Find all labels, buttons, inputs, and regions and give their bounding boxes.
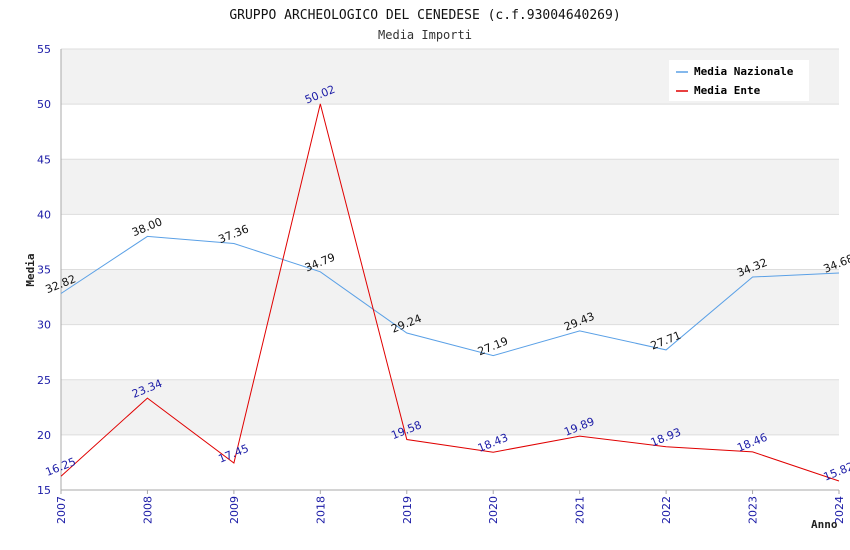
y-tick-label: 55 [37,43,51,56]
x-tick-label: 2008 [141,496,154,524]
x-tick-label: 2018 [314,496,327,524]
y-tick-label: 40 [37,208,51,221]
x-tick-label: 2019 [401,496,414,524]
x-tick-label: 2009 [228,496,241,524]
legend-label-media-nazionale: Media Nazionale [694,65,794,78]
legend: Media Nazionale Media Ente [669,60,809,101]
axes [60,49,840,494]
x-tick-label: 2023 [747,496,760,524]
y-tick-label: 25 [37,374,51,387]
y-tick-label: 15 [37,484,51,497]
y-tick-label: 35 [37,264,51,277]
data-label: 17.45 [217,442,251,466]
legend-box [669,60,809,101]
y-axis-label: Media [24,253,37,286]
chart-title: GRUPPO ARCHEOLOGICO DEL CENEDESE (c.f.93… [229,8,620,23]
series-line-media-ente [60,103,840,482]
data-label: 27.71 [649,329,683,353]
data-label: 37.36 [217,222,251,246]
chart-subtitle: Media Importi [378,28,472,42]
y-tick-label: 20 [37,429,51,442]
data-label: 38.00 [130,215,164,239]
background-band [61,379,839,435]
x-tick-labels: 2007 2008 2009 2018 2019 2020 2021 2022 2023 2024 [55,496,846,524]
y-tick-label: 50 [37,98,51,111]
series-line-media-nazionale [60,235,840,357]
background-band [61,269,839,325]
x-tick-label: 2020 [487,496,500,524]
legend-label-media-ente: Media Ente [694,84,761,97]
plot-background-bands [61,49,839,435]
x-tick-label: 2022 [660,496,673,524]
series-lines [60,103,840,482]
x-tick-label: 2021 [574,496,587,524]
y-tick-label: 30 [37,319,51,332]
x-axis-label: Anno [811,518,838,531]
y-tick-label: 45 [37,153,51,166]
data-label: 27.19 [476,334,510,358]
x-tick-label: 2024 [833,496,846,524]
background-band [61,159,839,215]
y-tick-labels: 15 20 25 30 35 40 45 50 55 [37,43,51,497]
x-tick-label: 2007 [55,496,68,524]
